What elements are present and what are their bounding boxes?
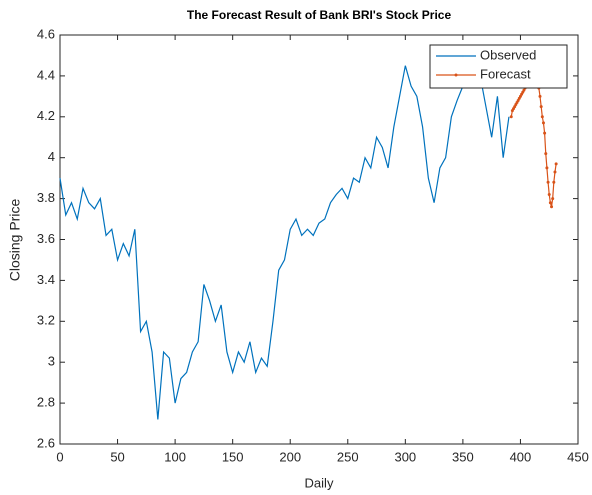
chart-title: The Forecast Result of Bank BRI's Stock … <box>187 8 452 22</box>
series-marker <box>547 193 551 197</box>
y-tick-label: 4.6 <box>37 26 55 41</box>
legend-box <box>429 44 568 89</box>
x-tick-label: 250 <box>337 449 359 464</box>
y-tick-label: 3 <box>48 354 55 369</box>
x-tick-label: 100 <box>164 449 186 464</box>
series-marker <box>548 201 552 205</box>
y-tick-label: 4.2 <box>37 108 55 123</box>
series-marker <box>546 180 550 184</box>
y-tick-label: 2.6 <box>37 435 55 450</box>
series-marker <box>552 180 556 184</box>
y-tick-label: 3.2 <box>37 313 55 328</box>
legend-marker <box>454 73 458 77</box>
series-line <box>59 53 510 420</box>
x-axis-label: Daily <box>305 475 334 490</box>
y-axis-label: Closing Price <box>7 199 23 282</box>
series-marker <box>553 170 557 174</box>
series-marker <box>544 152 548 156</box>
x-tick-label: 150 <box>222 449 244 464</box>
series-marker <box>554 162 558 166</box>
x-tick-label: 450 <box>567 449 589 464</box>
series-marker <box>545 166 549 170</box>
x-tick-label: 300 <box>394 449 416 464</box>
series-marker <box>543 131 547 135</box>
x-tick-label: 350 <box>452 449 474 464</box>
series-marker <box>541 121 545 125</box>
y-tick-label: 4 <box>48 149 55 164</box>
series-marker <box>538 94 542 98</box>
y-tick-label: 4.4 <box>37 67 55 82</box>
series-marker <box>509 115 513 119</box>
y-tick-label: 3.6 <box>37 231 55 246</box>
y-tick-label: 2.8 <box>37 395 55 410</box>
y-tick-label: 3.4 <box>37 272 55 287</box>
x-tick-label: 400 <box>510 449 532 464</box>
y-tick-label: 3.8 <box>37 190 55 205</box>
legend-label: Observed <box>480 47 536 62</box>
plot-area <box>59 34 579 445</box>
x-tick-label: 50 <box>110 449 124 464</box>
legend-label: Forecast <box>480 66 531 81</box>
series-marker <box>551 197 555 201</box>
series-marker <box>550 205 554 209</box>
series-marker <box>539 105 543 109</box>
x-tick-label: 0 <box>56 449 63 464</box>
x-tick-label: 200 <box>279 449 301 464</box>
series-marker <box>540 115 544 119</box>
